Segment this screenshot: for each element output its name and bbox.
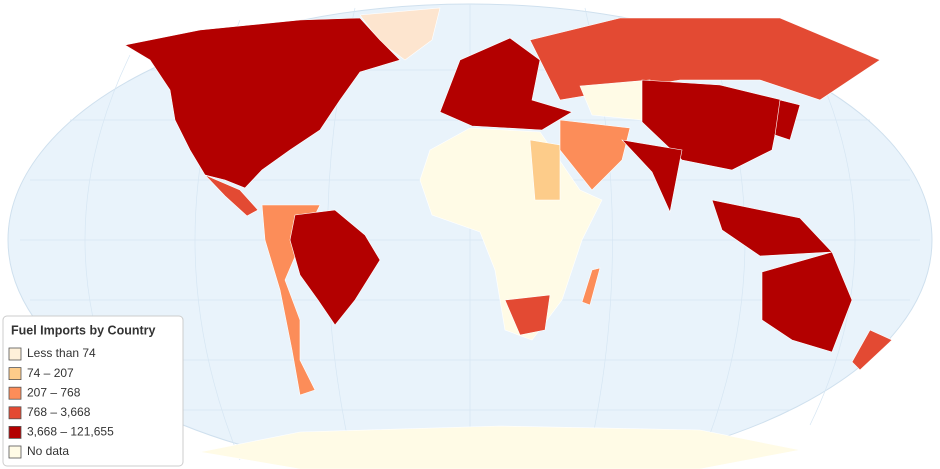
legend-label: 3,668 – 121,655 — [27, 425, 114, 439]
legend-swatch — [8, 367, 22, 381]
legend-label: 74 – 207 — [27, 366, 74, 380]
legend-swatch — [8, 386, 22, 400]
legend-swatch — [8, 347, 22, 361]
legend-label: No data — [27, 444, 69, 458]
legend-swatch — [8, 445, 22, 459]
legend: Fuel Imports by Country Less than 74 74 –… — [2, 315, 184, 467]
legend-label: 207 – 768 — [27, 385, 81, 399]
countries — [124, 7, 893, 469]
legend-label: 768 – 3,668 — [27, 405, 91, 419]
legend-swatch — [8, 406, 22, 420]
legend-swatch — [8, 425, 22, 439]
legend-title: Fuel Imports by Country — [11, 323, 156, 337]
legend-label: Less than 74 — [27, 346, 96, 360]
legend-box — [2, 315, 184, 467]
